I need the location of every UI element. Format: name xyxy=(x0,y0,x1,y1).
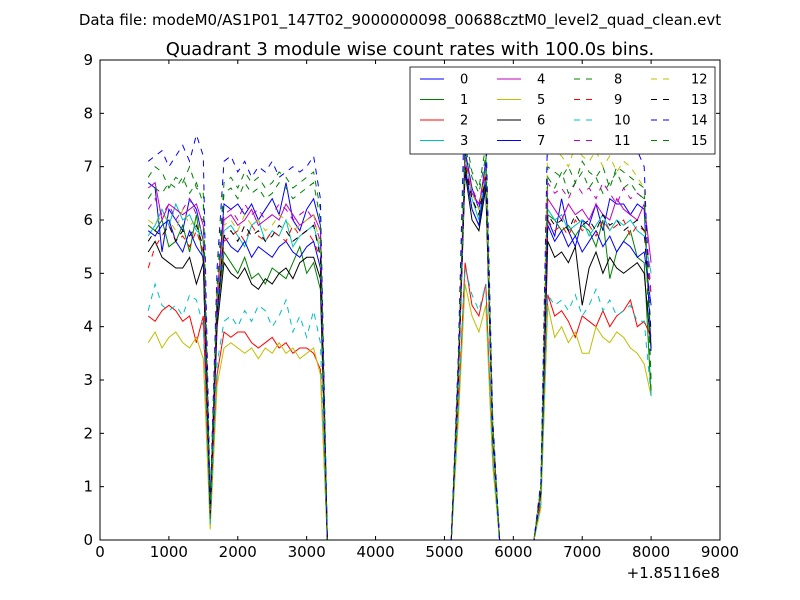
legend-label-14: 14 xyxy=(691,114,708,129)
x-tick-label: 0 xyxy=(95,543,105,561)
y-tick-label: 1 xyxy=(83,478,93,496)
x-tick-label: 9000 xyxy=(701,543,739,561)
y-tick-label: 2 xyxy=(83,424,93,442)
y-tick-label: 8 xyxy=(83,104,93,122)
axes-frame xyxy=(99,59,721,541)
legend-label-4: 4 xyxy=(537,73,545,88)
x-tick-label: 2000 xyxy=(219,543,257,561)
x-tick-label: 4000 xyxy=(356,543,394,561)
x-axis-offset-label: +1.85116e8 xyxy=(627,564,720,582)
x-tick-label: 1000 xyxy=(150,543,188,561)
legend-label-7: 7 xyxy=(537,134,545,149)
y-tick-label: 0 xyxy=(83,531,93,549)
legend-label-9: 9 xyxy=(614,93,622,108)
legend-label-6: 6 xyxy=(537,114,545,129)
legend-label-0: 0 xyxy=(460,73,468,88)
series-line-15 xyxy=(147,145,652,541)
legend-label-8: 8 xyxy=(614,73,622,88)
legend-label-10: 10 xyxy=(614,114,631,129)
series-line-11 xyxy=(147,155,652,541)
x-tick-label: 7000 xyxy=(563,543,601,561)
series-line-9 xyxy=(147,161,652,541)
y-tick-label: 9 xyxy=(83,51,93,69)
x-tick-label: 8000 xyxy=(632,543,670,561)
legend-label-2: 2 xyxy=(460,114,468,129)
x-tick-label: 3000 xyxy=(288,543,326,561)
ticks-layer: 0 1000 2000 3000 4000 5000 6000 7000 8000 9000012… xyxy=(83,51,739,561)
chart-title: Quadrant 3 module wise count rates with … xyxy=(166,39,655,60)
legend-label-5: 5 xyxy=(537,93,545,108)
y-tick-label: 5 xyxy=(83,264,93,282)
x-tick-label: 5000 xyxy=(425,543,463,561)
y-tick-label: 7 xyxy=(83,158,93,176)
legend-box xyxy=(409,66,716,155)
figure-suptitle: Data file: modeM0/AS1P01_147T02_90000000… xyxy=(79,11,721,30)
legend-label-15: 15 xyxy=(691,134,708,149)
legend-label-3: 3 xyxy=(460,134,468,149)
y-tick-label: 4 xyxy=(83,318,93,336)
y-tick-label: 3 xyxy=(83,371,93,389)
legend-label-1: 1 xyxy=(460,93,468,108)
legend-label-11: 11 xyxy=(614,134,631,149)
legend-label-12: 12 xyxy=(691,73,708,88)
legend-label-13: 13 xyxy=(691,93,708,108)
x-tick-label: 6000 xyxy=(494,543,532,561)
y-tick-label: 6 xyxy=(83,211,93,229)
